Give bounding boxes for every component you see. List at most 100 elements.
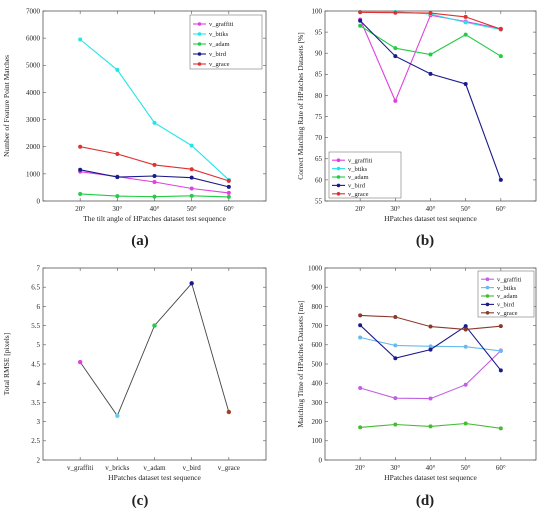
data-point: [226, 190, 231, 195]
x-axis-label: HPatches dataset test sequence: [384, 214, 477, 223]
data-point: [428, 347, 433, 352]
series-v_grace: [358, 10, 503, 32]
data-point: [393, 356, 398, 361]
x-tick-label: v_adam: [143, 464, 166, 472]
series-line: [360, 350, 502, 400]
data-point: [393, 314, 398, 319]
legend-entry: v_adam: [497, 293, 518, 300]
data-point: [463, 324, 468, 329]
y-tick-label: 3: [37, 418, 41, 426]
legend-entry: v_btiks: [497, 285, 517, 292]
legend-marker: [485, 277, 490, 282]
y-tick-label: 5.5: [31, 322, 40, 330]
data-point: [189, 281, 194, 286]
data-point: [78, 37, 83, 42]
data-point: [393, 396, 398, 401]
legend-entry: v_graffiti: [497, 276, 522, 283]
legend-entry: v_adam: [209, 41, 230, 48]
x-tick-label: v_graffiti: [67, 464, 93, 472]
chart-panel-4: 0 100 200 300 400 500 600 700 800 900 1000 20° 30° 40…: [296, 264, 537, 509]
y-axis-label: Total RMSE [pixels]: [2, 333, 11, 395]
x-tick-label: v_bird: [183, 464, 202, 472]
y-tick-label: 500: [312, 360, 323, 368]
legend-marker: [485, 294, 490, 298]
x-tick-label: v_grace: [218, 464, 240, 472]
y-tick-label: 7: [37, 264, 41, 272]
data-point: [115, 175, 120, 180]
y-tick-label: 0: [319, 456, 323, 464]
y-tick-label: 2: [37, 456, 41, 464]
legend-entry: v_bird: [209, 51, 227, 58]
data-point: [393, 98, 398, 103]
data-point: [189, 143, 194, 148]
y-tick-label: 3000: [26, 116, 41, 124]
x-tick-label: v_bricks: [105, 464, 129, 472]
y-tick-label: 95: [315, 29, 323, 37]
x-tick-label: 50°: [461, 205, 471, 213]
data-point: [428, 71, 433, 76]
data-point: [498, 324, 503, 329]
series-v_bird: [78, 167, 231, 189]
series-line: [359, 25, 502, 57]
y-tick-label: 0: [37, 197, 41, 205]
chart-panel-1: 0 1000 2000 3000 4000 5000 6000 7000 20° 30° 40° 50…: [2, 7, 267, 249]
data-point: [498, 368, 503, 373]
y-tick-label: 4000: [26, 89, 41, 97]
data-point: [115, 67, 120, 72]
data-point: [189, 186, 194, 191]
legend-marker: [197, 32, 202, 36]
y-tick-label: 6.5: [31, 284, 40, 292]
series-v_graffiti: [358, 348, 503, 401]
y-tick-label: 7000: [26, 7, 41, 15]
y-tick-label: 200: [312, 418, 323, 426]
chart-panel-3: 2 2.5 3 3.5 4 4.5 5 5.5 6 6.5 7 v_graffiti v_bricks v…: [2, 264, 267, 509]
data-point: [152, 162, 157, 167]
legend-marker: [336, 183, 341, 188]
series-rmse: [77, 281, 232, 419]
series-v_bird: [358, 323, 503, 373]
y-tick-label: 65: [315, 155, 323, 163]
data-point: [463, 382, 468, 387]
y-tick-label: 70: [315, 134, 323, 142]
data-point: [428, 52, 433, 57]
data-point: [226, 178, 231, 183]
panel-caption: (a): [131, 233, 149, 249]
x-tick-label: 60°: [496, 464, 506, 472]
x-axis-label: HPatches dataset test sequence: [384, 473, 477, 482]
y-tick-label: 4: [37, 380, 41, 388]
y-tick-label: 800: [312, 303, 323, 311]
data-point: [189, 167, 194, 172]
chart-panel-2: 55 60 65 70 75 80 85 90 95 100 20° 30° 40° 50° 60° HPat…: [296, 7, 537, 249]
x-tick-label: 60°: [224, 205, 234, 213]
legend-marker: [336, 192, 341, 196]
y-tick-label: 6: [37, 303, 41, 311]
legend-entry: v_adam: [348, 174, 369, 181]
data-point: [428, 324, 433, 329]
data-point: [78, 191, 83, 196]
data-point: [393, 54, 398, 59]
data-point: [152, 323, 157, 328]
x-tick-label: 50°: [187, 205, 197, 213]
legend-marker: [197, 52, 202, 56]
y-tick-label: 4.5: [31, 360, 40, 368]
x-tick-label: 30°: [390, 205, 400, 213]
y-tick-label: 55: [315, 197, 323, 205]
data-point: [358, 425, 363, 430]
x-tick-label: 40°: [426, 464, 436, 472]
data-point: [189, 193, 194, 198]
data-point: [393, 10, 398, 15]
series-line: [359, 14, 501, 103]
legend-entry: v_bird: [497, 302, 515, 309]
legend-entry: v_grace: [209, 61, 230, 68]
data-point: [115, 413, 120, 419]
legend-entry: v_grace: [497, 310, 518, 317]
data-point: [463, 327, 468, 332]
series-line: [79, 282, 230, 417]
x-tick-label: 30°: [390, 464, 400, 472]
x-tick-label: 40°: [426, 205, 436, 213]
y-axis-label: Matching Time of HPatches Datasets [ms]: [296, 300, 305, 427]
legend-marker: [197, 22, 202, 26]
y-tick-label: 1000: [26, 170, 41, 178]
